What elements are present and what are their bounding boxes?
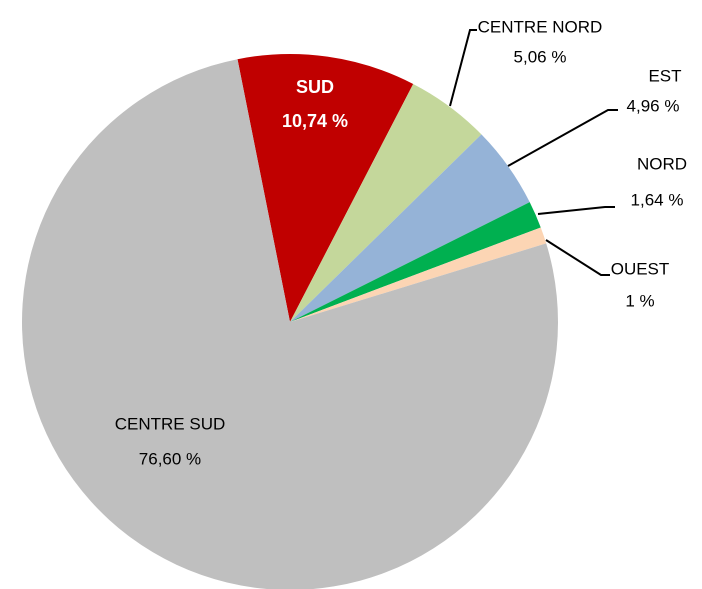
slice-value-label: 1,64 % (631, 190, 684, 209)
pie-slice (290, 227, 547, 322)
slice-label: OUEST (611, 259, 670, 278)
slice-label: NORD (637, 154, 687, 173)
pie-slice (290, 202, 541, 322)
slice-label: SUD (296, 77, 334, 97)
slice-label: CENTRE SUD (115, 414, 226, 433)
leader-line (545, 239, 610, 276)
leader-line (537, 206, 615, 215)
slice-value-label: 76,60 % (139, 449, 201, 468)
slice-value-label: 10,74 % (282, 111, 348, 131)
pie-slice (290, 83, 482, 322)
pie-slice (237, 54, 414, 323)
slice-value-label: 5,06 % (514, 47, 567, 66)
slice-value-label: 4,96 % (627, 96, 680, 115)
leader-line (507, 109, 618, 167)
slice-label: CENTRE NORD (478, 17, 603, 36)
slice-value-label: 1 % (625, 291, 654, 310)
slice-label: EST (648, 66, 681, 85)
pie-slice (290, 134, 530, 322)
leader-line (449, 29, 477, 107)
pie-slice (22, 59, 558, 589)
